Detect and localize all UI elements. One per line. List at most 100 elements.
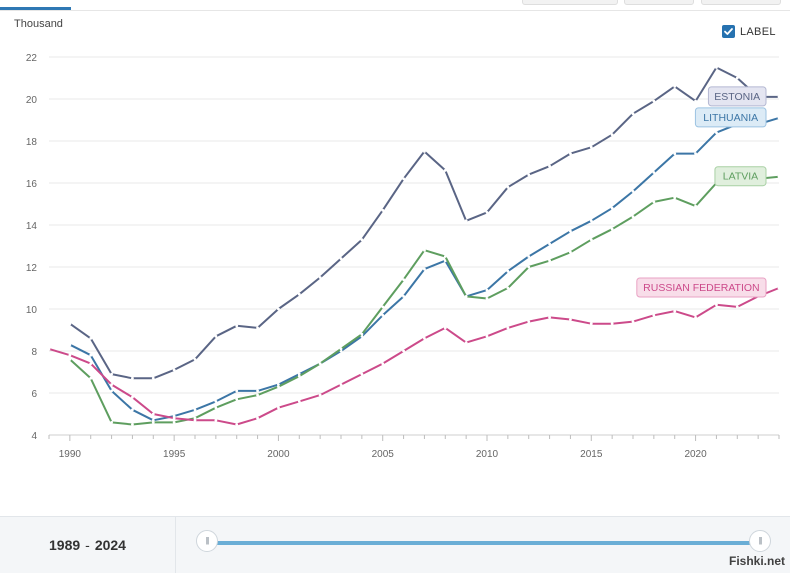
data-point-russian-federation bbox=[110, 383, 113, 386]
data-point-russian-federation bbox=[548, 316, 551, 319]
data-point-latvia bbox=[673, 196, 677, 200]
data-point-latvia bbox=[777, 175, 781, 179]
chart-grid bbox=[48, 56, 780, 441]
data-point-estonia bbox=[235, 324, 239, 328]
data-point-estonia bbox=[277, 307, 280, 311]
chart-series bbox=[47, 66, 781, 426]
data-point-estonia bbox=[715, 66, 718, 69]
line-chart: 4 6 8 10 12 14 16 18 20 22 1990 1995 2000 2005 2010 20… bbox=[26, 53, 781, 460]
data-point-lithuania bbox=[527, 255, 531, 258]
y-axis-ticks: 4 6 8 10 12 14 16 18 20 22 bbox=[26, 53, 38, 442]
data-point-estonia bbox=[694, 99, 697, 103]
data-point-russian-federation bbox=[443, 326, 447, 330]
top-button-1[interactable] bbox=[522, 0, 618, 5]
data-point-latvia bbox=[652, 200, 656, 204]
data-point-lithuania bbox=[68, 343, 72, 347]
data-point-russian-federation bbox=[339, 383, 343, 386]
data-point-latvia bbox=[423, 248, 426, 252]
data-point-russian-federation bbox=[652, 313, 656, 317]
series-label-latvia: LATVIA bbox=[723, 171, 758, 183]
data-point-estonia bbox=[777, 95, 781, 99]
series-line-latvia bbox=[69, 173, 780, 426]
series-label-lithuania: LITHUANIA bbox=[703, 112, 758, 124]
data-point-latvia bbox=[256, 393, 259, 397]
range-start: 1989 bbox=[49, 537, 81, 553]
data-point-latvia bbox=[443, 255, 447, 258]
data-point-estonia bbox=[110, 372, 113, 376]
label-checkbox[interactable] bbox=[722, 25, 735, 38]
data-point-lithuania bbox=[673, 152, 677, 156]
data-point-russian-federation bbox=[172, 416, 176, 420]
label-toggle[interactable]: LABEL bbox=[722, 25, 776, 38]
data-point-estonia bbox=[193, 358, 197, 361]
data-point-lithuania bbox=[569, 229, 572, 233]
data-point-russian-federation bbox=[715, 303, 718, 307]
data-point-latvia bbox=[68, 358, 72, 361]
data-point-latvia bbox=[297, 374, 301, 378]
data-point-lithuania bbox=[89, 353, 93, 357]
data-point-estonia bbox=[610, 133, 614, 137]
data-point-lithuania bbox=[610, 206, 614, 210]
range-dash: - bbox=[85, 537, 90, 553]
data-point-russian-federation bbox=[235, 423, 239, 426]
data-point-russian-federation bbox=[506, 326, 510, 330]
data-point-russian-federation bbox=[68, 353, 72, 357]
x-tick-label: 2010 bbox=[476, 449, 499, 460]
series-labels: ESTONIA LITHUANIA LATVIA RUSSIAN FEDERATION bbox=[636, 86, 767, 298]
x-axis-ticks: 1990 1995 2000 2005 2010 2015 2020 bbox=[59, 449, 707, 460]
data-point-russian-federation bbox=[131, 395, 134, 399]
data-point-lithuania bbox=[256, 389, 259, 393]
data-point-latvia bbox=[589, 238, 593, 242]
top-button-3[interactable] bbox=[701, 0, 781, 5]
grip-icon: ||| bbox=[758, 536, 762, 545]
data-point-lithuania bbox=[589, 219, 593, 223]
data-point-estonia bbox=[297, 292, 301, 296]
data-point-estonia bbox=[381, 208, 385, 212]
data-point-lithuania bbox=[151, 418, 155, 422]
data-point-russian-federation bbox=[694, 316, 697, 319]
data-point-lithuania bbox=[694, 152, 697, 156]
data-point-lithuania bbox=[715, 131, 718, 135]
data-point-lithuania bbox=[631, 190, 635, 193]
data-point-lithuania bbox=[443, 259, 447, 263]
series-label-box-russian-federation bbox=[636, 277, 767, 298]
data-point-estonia bbox=[360, 238, 364, 242]
data-point-russian-federation bbox=[318, 393, 322, 397]
data-point-estonia bbox=[569, 152, 572, 156]
range-slider-end-handle[interactable]: ||| bbox=[749, 530, 771, 552]
data-point-latvia bbox=[235, 397, 239, 401]
data-point-latvia bbox=[214, 406, 218, 410]
range-slider-start-handle[interactable]: ||| bbox=[196, 530, 218, 552]
data-point-russian-federation bbox=[151, 412, 155, 416]
data-point-russian-federation bbox=[360, 372, 364, 376]
series-label-box-lithuania bbox=[694, 107, 767, 128]
range-slider-track[interactable] bbox=[207, 541, 760, 545]
range-end: 2024 bbox=[94, 537, 126, 553]
data-point-lithuania bbox=[193, 408, 197, 412]
data-point-lithuania bbox=[506, 269, 510, 273]
data-point-lithuania bbox=[423, 267, 426, 271]
data-point-estonia bbox=[131, 376, 134, 380]
data-point-estonia bbox=[485, 211, 489, 214]
data-point-estonia bbox=[443, 169, 447, 172]
x-tick-label: 2015 bbox=[580, 449, 603, 460]
y-tick-label: 12 bbox=[26, 263, 38, 274]
data-point-russian-federation bbox=[569, 318, 572, 321]
x-tick-label: 1995 bbox=[163, 449, 186, 460]
data-point-russian-federation bbox=[256, 416, 259, 420]
data-point-latvia bbox=[193, 416, 197, 420]
data-point-estonia bbox=[151, 376, 155, 380]
data-point-estonia bbox=[172, 368, 176, 372]
data-point-lithuania bbox=[172, 414, 176, 418]
active-tab-indicator[interactable] bbox=[0, 7, 71, 10]
top-button-2[interactable] bbox=[624, 0, 694, 5]
data-point-lithuania bbox=[235, 389, 239, 393]
y-tick-label: 10 bbox=[26, 305, 38, 316]
y-tick-label: 22 bbox=[26, 53, 38, 64]
time-range-bar: 1989 - 2024 ||| ||| bbox=[0, 516, 790, 573]
series-label-box-estonia bbox=[707, 86, 767, 107]
data-point-russian-federation bbox=[214, 418, 218, 422]
data-point-latvia bbox=[89, 376, 93, 380]
data-point-russian-federation bbox=[193, 418, 197, 422]
data-point-latvia bbox=[631, 215, 635, 219]
